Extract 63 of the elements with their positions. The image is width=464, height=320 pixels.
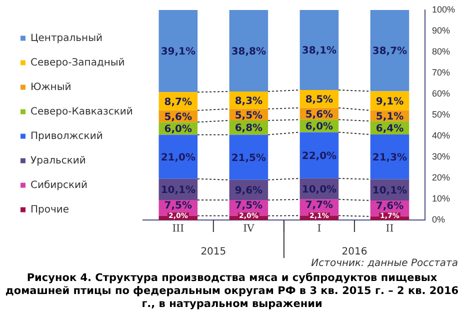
- data-label: 21,0%: [160, 152, 196, 164]
- y-tick-label: 100%: [432, 4, 456, 14]
- data-label: 7,7%: [305, 200, 334, 212]
- y-tick-label: 10%: [432, 193, 450, 204]
- y-tick-label: 60%: [432, 88, 450, 98]
- y-tick-label: 80%: [432, 46, 450, 56]
- legend-label: Уральский: [30, 155, 86, 166]
- data-label: 8,5%: [305, 94, 334, 106]
- data-label: 38,7%: [372, 46, 408, 58]
- data-label: 9,1%: [376, 96, 404, 108]
- data-label: 6,4%: [376, 123, 404, 134]
- data-label: 6,0%: [164, 124, 192, 136]
- y-tick-label: 70%: [432, 67, 450, 78]
- legend-label: Центральный: [30, 32, 102, 44]
- x-tick-label: III: [172, 224, 184, 235]
- data-label: 38,8%: [231, 46, 266, 58]
- data-label: 10,1%: [372, 185, 408, 196]
- y-tick-label: 20%: [432, 172, 450, 182]
- y-tick-label: 50%: [432, 109, 450, 120]
- data-label: 9,6%: [234, 186, 263, 197]
- text: 2016: [342, 246, 368, 258]
- data-label: 10,1%: [160, 185, 196, 196]
- bar: [158, 10, 198, 92]
- legend-label: Прочие: [30, 204, 70, 216]
- bar: [370, 10, 410, 92]
- data-label: 6,0%: [305, 122, 334, 133]
- data-label: 21,3%: [372, 152, 408, 164]
- data-label: 7,6%: [376, 201, 404, 212]
- data-label: 7,5%: [164, 200, 192, 212]
- bar: [370, 134, 410, 180]
- legend-label: Приволжский: [30, 130, 103, 142]
- legend-label: Северо-Кавказский: [30, 106, 133, 118]
- bar: [229, 134, 268, 180]
- y-tick-label: 0%: [432, 214, 445, 224]
- data-label: 21,5%: [231, 152, 266, 164]
- x-tick-label: II: [386, 224, 394, 235]
- legend-label: Сибирский: [30, 180, 88, 191]
- data-label: 7,5%: [234, 200, 263, 212]
- y-tick-label: 90%: [432, 25, 450, 36]
- data-label: 5,1%: [376, 111, 404, 122]
- data-label: 5,6%: [305, 109, 334, 120]
- x-tick-label: IV: [243, 224, 256, 235]
- bar: [300, 10, 339, 90]
- data-label: 6,8%: [234, 123, 263, 134]
- data-label: 8,3%: [234, 96, 263, 107]
- y-tick-label: 30%: [432, 151, 450, 162]
- data-label: 5,5%: [234, 110, 263, 122]
- text: 2015: [200, 246, 226, 258]
- bar: [300, 132, 339, 178]
- legend-label: Северо-Западный: [30, 57, 125, 68]
- legend-label: Южный: [30, 82, 72, 93]
- data-label: 22,0%: [302, 150, 337, 162]
- y-tick-label: 40%: [432, 130, 450, 140]
- data-label: 39,1%: [160, 46, 196, 58]
- data-label: 38,1%: [302, 46, 337, 57]
- x-tick-label: I: [317, 224, 322, 235]
- text: Источник: данные Росстата: [310, 258, 459, 271]
- data-label: 5,6%: [164, 112, 192, 123]
- data-label: 8,7%: [164, 96, 192, 108]
- bar: [229, 10, 268, 92]
- data-label: 10,0%: [302, 184, 337, 196]
- bar: [158, 134, 198, 179]
- text: Рисунок 4. Структура производства мяса и субпродуктов пищевых домашней птицы по федеральным округам РФ в 3 кв. 2015 г. – 2 кв. 2016 г., в натуральном выражении: [4, 271, 460, 311]
